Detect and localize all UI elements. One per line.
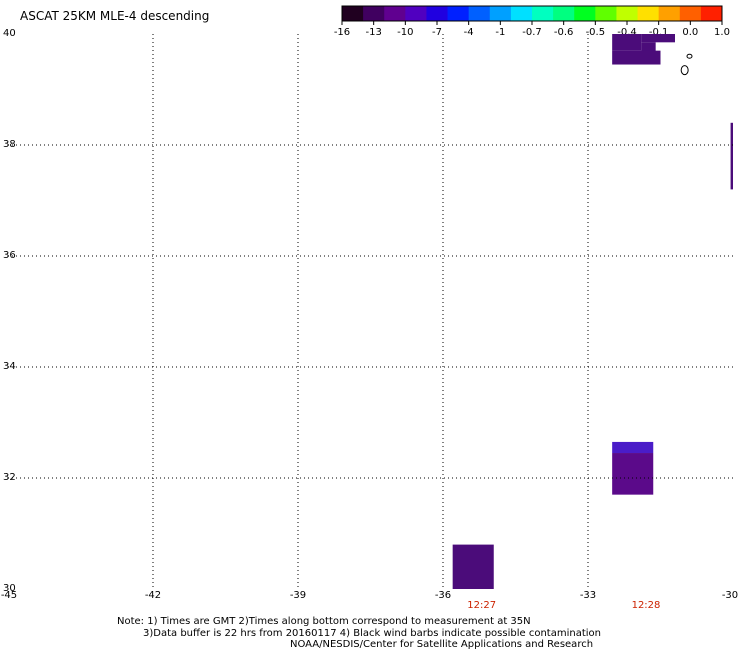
swath-north-ne [612, 34, 642, 51]
island-outline [686, 53, 693, 59]
colorbar-segment [342, 6, 364, 21]
map-title: ASCAT 25KM MLE-4 descending [20, 9, 210, 23]
note-line-1: Note: 1) Times are GMT 2)Times along bot… [117, 616, 531, 627]
colorbar-segment [468, 6, 491, 21]
note-line-3: NOAA/NESDIS/Center for Satellite Applica… [290, 639, 594, 650]
colorbar-label: -0.6 [553, 27, 574, 38]
swath-south [452, 544, 494, 589]
colorbar-segment [384, 6, 406, 21]
colorbar-segment [637, 6, 660, 21]
lat-tick-label: 34 [3, 361, 16, 372]
colorbar-segment [532, 6, 554, 21]
lat-tick-label: 36 [3, 250, 16, 261]
colorbar-label: 1.0 [714, 27, 730, 38]
swath-east-edge [730, 122, 733, 190]
colorbar-segment [616, 6, 639, 21]
colorbar-segment [679, 6, 702, 21]
colorbar-label: 0.0 [682, 27, 699, 38]
lon-tick-label: -39 [289, 590, 307, 601]
swath-north-lower [612, 50, 661, 65]
colorbar-segment [574, 6, 596, 21]
lon-tick-label: -42 [144, 590, 162, 601]
lon-tick-label: -33 [579, 590, 597, 601]
lat-tick-label: 30 [3, 583, 16, 594]
colorbar-segment [553, 6, 575, 21]
lon-tick-label: -30 [721, 590, 739, 601]
colorbar-segment [426, 6, 449, 21]
colorbar-segment [447, 6, 470, 21]
island-outline [680, 65, 689, 76]
colorbar-label: -0.7 [522, 27, 542, 38]
colorbar-label: -7 [432, 27, 442, 38]
colorbar-label: -0.5 [585, 27, 606, 38]
colorbar-label: -4 [463, 27, 474, 38]
lat-tick-label: 32 [3, 472, 16, 483]
colorbar-label: -13 [365, 27, 382, 38]
colorbar-segment [489, 6, 512, 21]
lon-tick-label: -36 [434, 590, 452, 601]
time-label: 12:28 [631, 600, 661, 611]
time-label: 12:27 [467, 600, 497, 611]
colorbar-segment [658, 6, 681, 21]
swath-mid [612, 453, 654, 495]
colorbar-label: -0.1 [648, 27, 669, 38]
swath-mid-top [612, 441, 654, 454]
lon-tick-label: -45 [0, 590, 18, 601]
colorbar-segment [405, 6, 427, 21]
swath-north-top [641, 34, 675, 43]
colorbar-segment [700, 6, 723, 21]
colorbar-label: -1 [495, 27, 506, 38]
colorbar-segment [595, 6, 617, 21]
colorbar-segment [510, 6, 533, 21]
note-line-2: 3)Data buffer is 22 hrs from 20160117 4)… [143, 628, 601, 639]
colorbar-label: -10 [397, 27, 414, 38]
lat-tick-label: 38 [3, 139, 16, 150]
colorbar-label: -16 [333, 27, 351, 38]
colorbar-label: -0.4 [617, 27, 637, 38]
lat-tick-label: 40 [3, 28, 16, 39]
colorbar-segment [363, 6, 385, 21]
